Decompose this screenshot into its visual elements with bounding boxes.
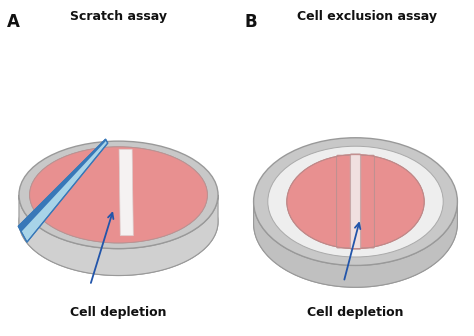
Text: B: B [244, 13, 257, 32]
Ellipse shape [254, 160, 457, 287]
FancyBboxPatch shape [337, 155, 353, 248]
Ellipse shape [268, 146, 443, 257]
Ellipse shape [19, 168, 218, 276]
Text: Cell exclusion assay: Cell exclusion assay [297, 10, 438, 23]
Text: Cell depletion: Cell depletion [70, 306, 167, 319]
Polygon shape [18, 139, 106, 232]
FancyBboxPatch shape [358, 155, 374, 248]
Ellipse shape [19, 141, 218, 249]
FancyBboxPatch shape [350, 154, 361, 249]
Ellipse shape [29, 147, 208, 243]
Polygon shape [119, 149, 133, 236]
Polygon shape [18, 139, 108, 242]
Text: Scratch assay: Scratch assay [70, 10, 167, 23]
Ellipse shape [254, 138, 457, 265]
Text: A: A [7, 13, 20, 32]
Ellipse shape [29, 147, 208, 243]
Ellipse shape [287, 155, 424, 249]
Text: Cell depletion: Cell depletion [307, 306, 404, 319]
Polygon shape [254, 202, 457, 287]
Polygon shape [19, 195, 218, 276]
